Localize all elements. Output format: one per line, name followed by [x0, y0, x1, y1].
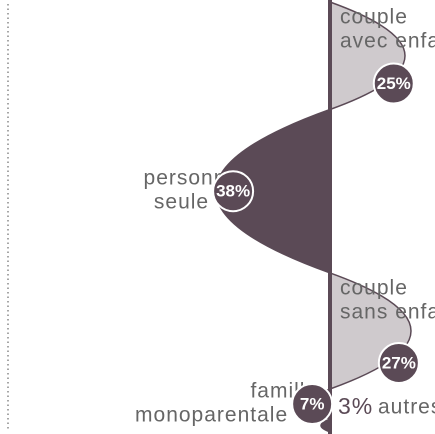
category-label: couple [340, 6, 408, 29]
value-label: 3% [338, 393, 373, 419]
category-label: couple [340, 276, 408, 299]
badge [377, 342, 420, 384]
value-label: 7% [300, 395, 325, 414]
badge [212, 170, 255, 213]
value-label: 25% [377, 74, 411, 93]
category-label: sans enfant [340, 300, 435, 323]
value-label: 38% [216, 182, 250, 201]
value-label: 27% [382, 353, 416, 372]
category-label: monoparentale [135, 404, 288, 427]
category-label: seule [154, 191, 209, 214]
category-label: avec enfant(s) [340, 30, 435, 53]
badge [291, 383, 334, 426]
badge [372, 62, 415, 105]
category-label: autres [378, 396, 435, 419]
